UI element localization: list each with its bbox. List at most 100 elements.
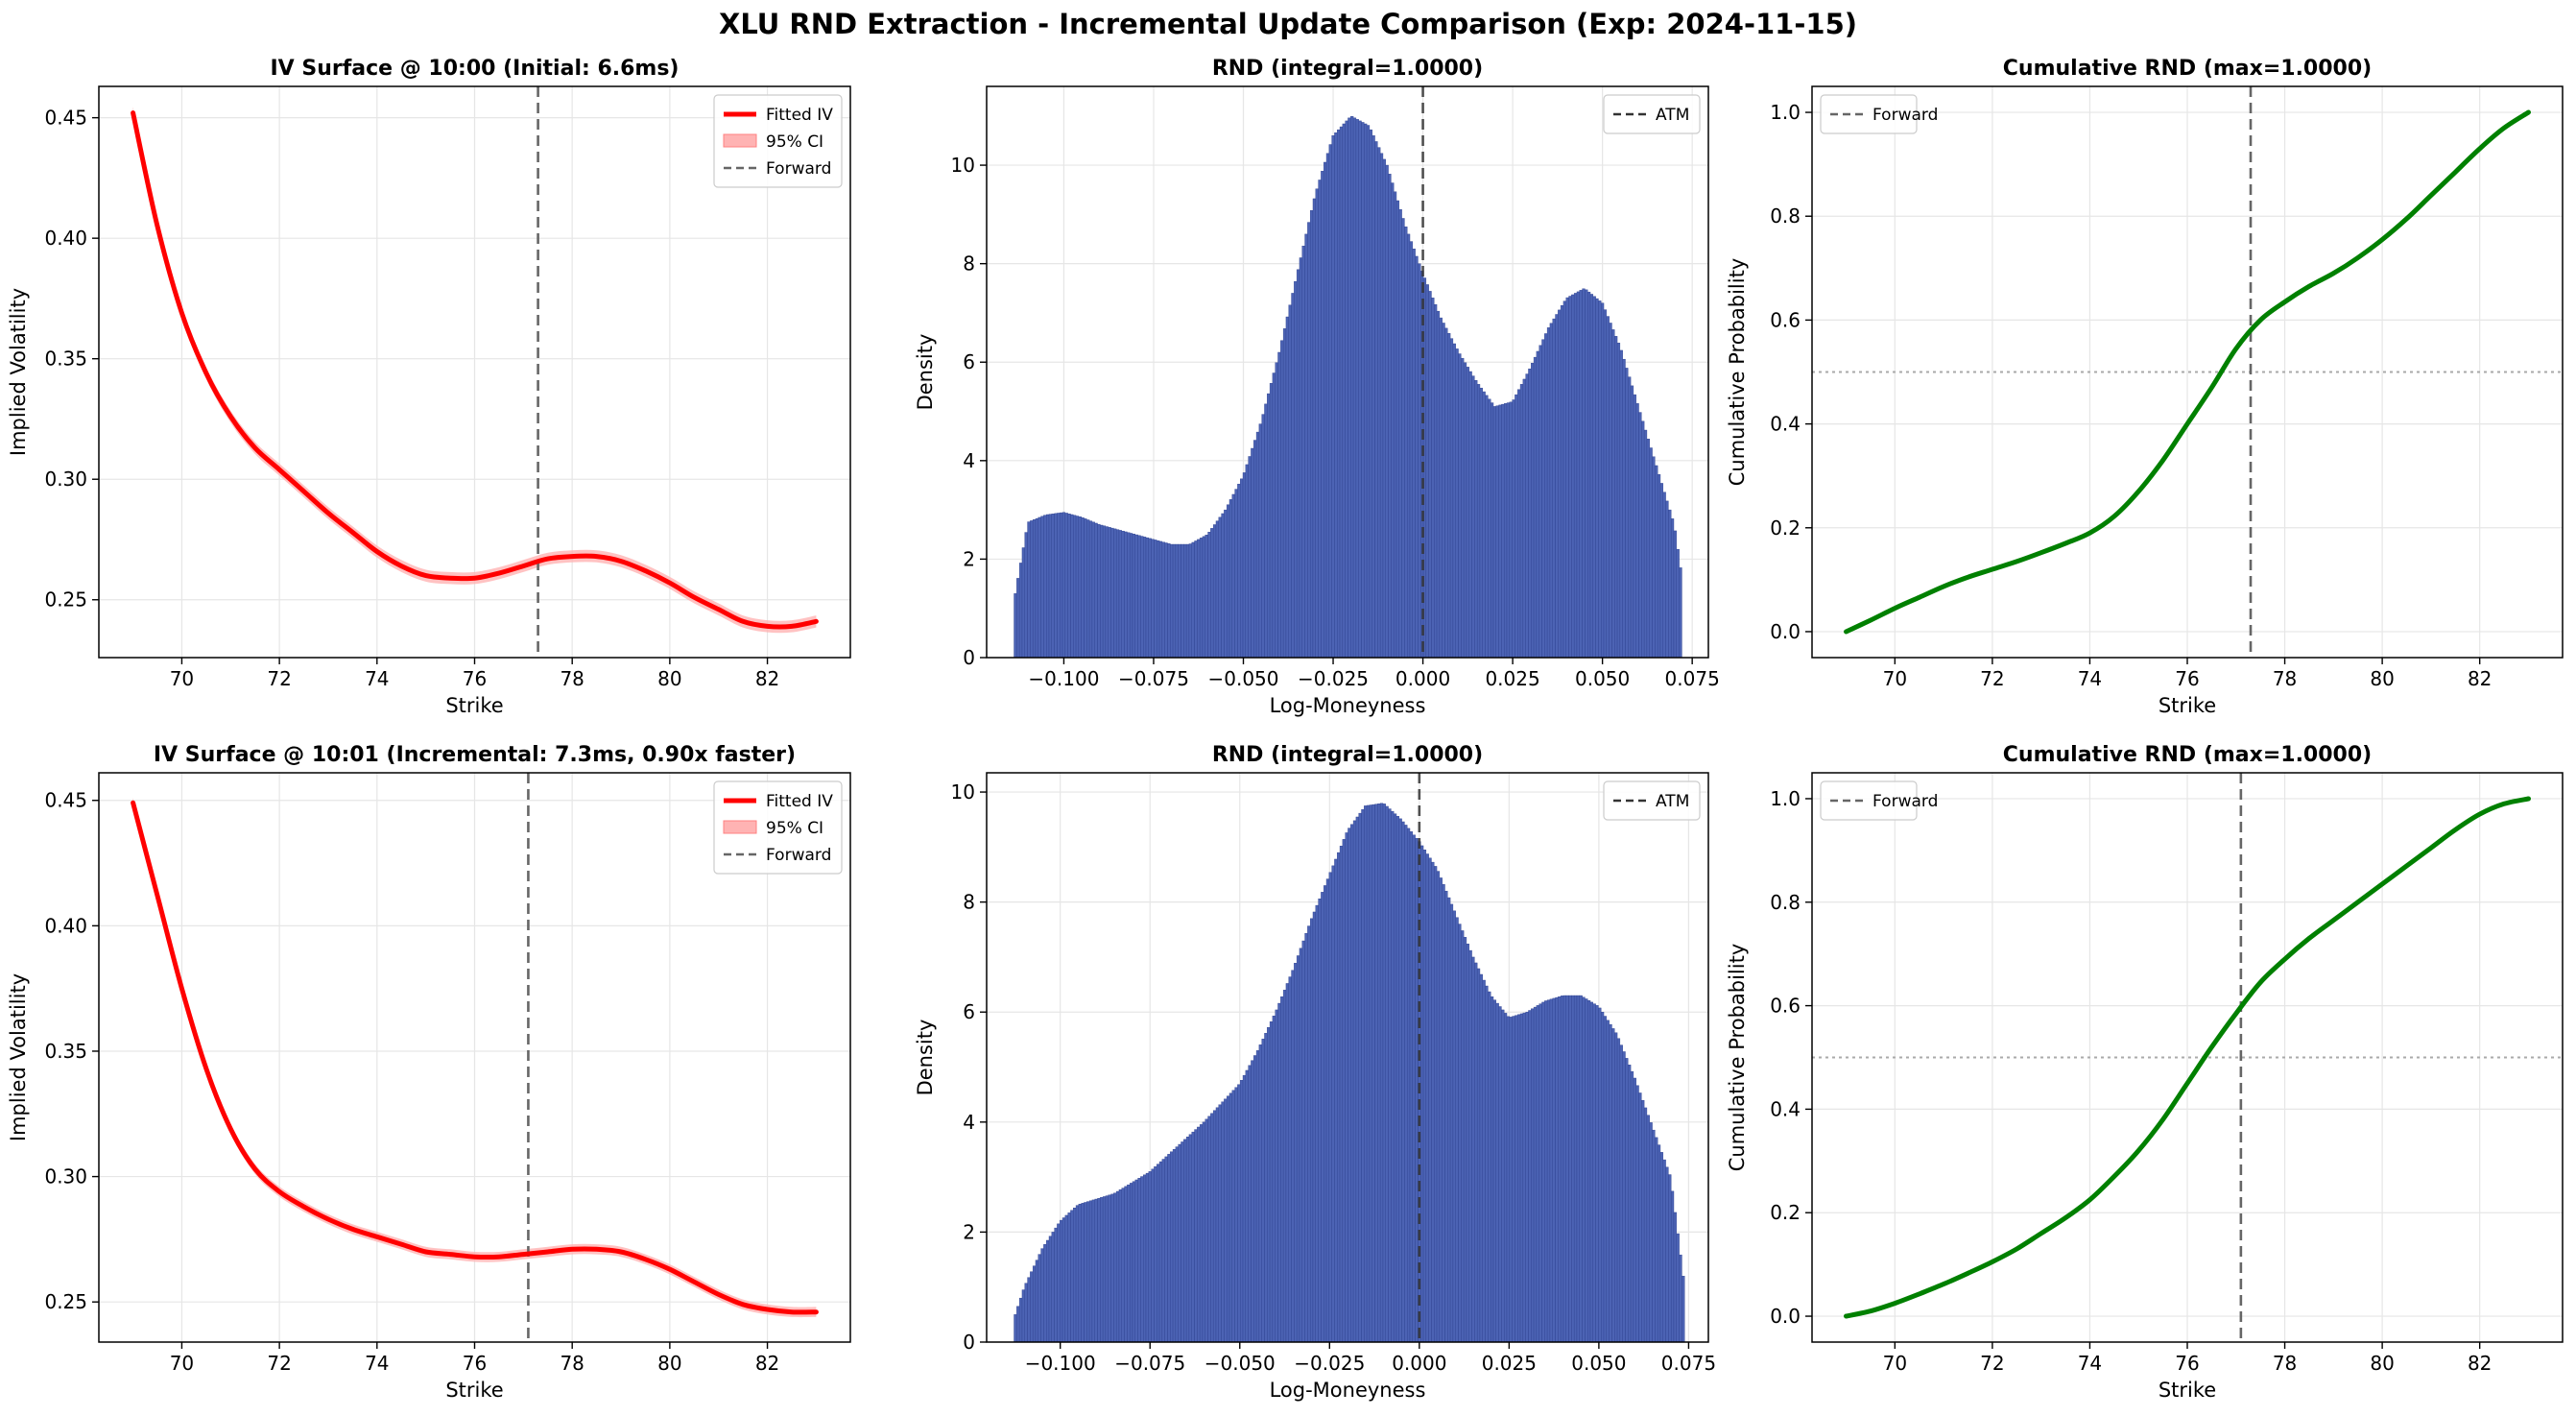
density-bar [1598, 300, 1602, 658]
density-bar [1431, 861, 1435, 1342]
density-bar [1628, 376, 1632, 658]
density-bar [1218, 1104, 1222, 1342]
density-bar [1014, 593, 1017, 658]
fitted-iv-curve [131, 800, 819, 1315]
density-bar [1325, 878, 1330, 1342]
density-bar [1531, 363, 1535, 658]
density-bar [1269, 383, 1274, 658]
density-bar [1479, 387, 1483, 658]
density-bar [1665, 500, 1669, 658]
density-bar [1455, 348, 1459, 658]
density-bar [1197, 1126, 1201, 1342]
density-bar [1170, 543, 1174, 658]
density-bar [1183, 1139, 1187, 1342]
density-bar [1434, 304, 1438, 658]
density-bar [1598, 1007, 1602, 1342]
density-bar [1228, 499, 1233, 658]
density-bar [1132, 1181, 1135, 1342]
density-bar [1199, 1124, 1204, 1342]
density-bar [1124, 1186, 1128, 1342]
density-bar [1468, 949, 1472, 1342]
legend-label: Fitted IV [766, 106, 833, 125]
x-tick-label: 76 [463, 667, 487, 690]
y-tick-label: 2 [963, 1220, 975, 1243]
density-bar [1337, 852, 1341, 1342]
density-bar [1094, 522, 1098, 658]
x-tick-label: 76 [2175, 1352, 2199, 1375]
density-bar [1234, 489, 1238, 658]
density-bar [1586, 999, 1591, 1342]
density-bar [1030, 520, 1034, 658]
density-bar [1377, 147, 1381, 658]
density-bar [1652, 1129, 1656, 1342]
density-bar [1371, 135, 1375, 658]
density-bar [1461, 357, 1465, 658]
density-bar [1318, 899, 1322, 1342]
density-bar [1546, 327, 1551, 658]
x-tick-label: 72 [267, 667, 291, 690]
density-bar [1515, 394, 1518, 658]
density-bar [1070, 1210, 1074, 1342]
density-bar [1073, 515, 1077, 658]
density-bar [1552, 997, 1556, 1342]
density-bar [1178, 543, 1181, 658]
density-bar [1210, 528, 1214, 658]
x-tick-label: −0.025 [1294, 1352, 1365, 1375]
density-bar [1181, 543, 1184, 658]
y-tick-label: 0.4 [1770, 413, 1801, 436]
density-bar [1498, 404, 1502, 658]
density-bar [1455, 917, 1459, 1342]
density-bar [1501, 403, 1505, 658]
density-bar [1558, 309, 1562, 658]
density-bar [1097, 523, 1101, 658]
density-bar [1185, 543, 1190, 658]
y-tick-label: 8 [963, 252, 975, 276]
density-bar [1546, 999, 1551, 1342]
y-tick-label: 0.8 [1770, 891, 1801, 914]
density-bar [1075, 1205, 1080, 1342]
density-bar [1108, 1194, 1111, 1342]
density-bar [1374, 141, 1378, 658]
density-bar [1474, 380, 1478, 658]
density-bar [1304, 933, 1308, 1342]
y-tick-label: 0.25 [44, 588, 87, 612]
density-bar [1091, 1199, 1095, 1342]
density-bar [1161, 1159, 1165, 1342]
density-bar [1242, 1074, 1247, 1342]
y-tick-label: 0.4 [1770, 1097, 1801, 1120]
density-bar [1471, 956, 1475, 1342]
density-bar [1476, 384, 1481, 658]
density-bar [1531, 1008, 1535, 1342]
density-bar [1555, 996, 1559, 1342]
density-bar [1504, 403, 1508, 658]
density-bar [1312, 911, 1316, 1342]
density-bar [1358, 120, 1362, 658]
density-bar [1665, 1166, 1669, 1342]
density-bar [1018, 1297, 1023, 1342]
density-bar [1161, 541, 1165, 658]
y-tick-label: 0.40 [44, 914, 87, 937]
density-bar [1321, 171, 1324, 658]
density-bar [1595, 1005, 1599, 1342]
density-bar [1571, 294, 1575, 658]
density-bar [1538, 1003, 1542, 1342]
x-tick-label: −0.100 [1025, 1352, 1096, 1375]
figure-title: XLU RND Extraction - Incremental Update … [718, 8, 1857, 40]
density-bar [1078, 516, 1082, 658]
density-bar [1057, 1223, 1061, 1342]
density-bar [1657, 1144, 1661, 1342]
density-bar [1420, 845, 1424, 1342]
density-bar [1679, 567, 1682, 658]
x-tick-label: 70 [170, 667, 194, 690]
density-bar [1218, 516, 1222, 658]
density-bar [1616, 343, 1621, 658]
density-bar [1324, 885, 1327, 1342]
density-bar [1237, 483, 1241, 658]
density-bar [1606, 1020, 1610, 1342]
density-bar [1366, 125, 1371, 658]
density-bar [1391, 810, 1395, 1342]
density-bar [1517, 389, 1521, 658]
density-bar [1555, 314, 1559, 658]
density-bar [1280, 996, 1284, 1342]
density-bar [1444, 327, 1448, 658]
